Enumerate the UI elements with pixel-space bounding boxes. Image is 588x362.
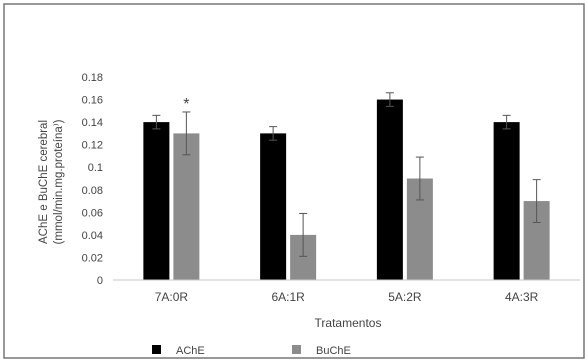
legend-label-buche: BuChE — [316, 345, 351, 357]
y-tick-label: 0.16 — [82, 95, 103, 107]
error-bar-buche-3 — [532, 179, 541, 223]
y-tick-label: 0.12 — [82, 140, 103, 152]
error-bar-ache-2 — [385, 92, 394, 107]
y-axis-ticks: 0 0.02 0.04 0.06 0.08 0.1 0.12 0.14 0.16 0.18 — [82, 72, 103, 287]
bar-ache-1 — [260, 133, 287, 280]
x-tick-label: 6A:1R — [271, 290, 305, 304]
x-tick-label: 4A:3R — [505, 290, 539, 304]
legend-swatch-ache — [152, 345, 161, 354]
x-axis-ticks: 7A:0R 6A:1R 5A:2R 4A:3R — [155, 290, 539, 304]
bar-series — [143, 99, 550, 280]
y-tick-label: 0.18 — [82, 72, 103, 84]
legend-label-ache: AChE — [176, 345, 205, 357]
y-tick-label: 0.08 — [82, 185, 103, 197]
y-axis-title: AChE e BuChE cerebral (mmol/min.mg.prote… — [38, 119, 65, 244]
bar-ache-2 — [376, 99, 403, 280]
error-bar-buche-2 — [415, 156, 424, 201]
error-bar-buche-1 — [299, 212, 308, 257]
y-axis-title-line-2: (mmol/min.mg.proteína⁾) — [53, 119, 65, 244]
x-tick-label: 7A:0R — [155, 290, 189, 304]
bar-buche-0 — [173, 133, 200, 280]
y-tick-label: 0 — [97, 275, 103, 287]
x-tick-label: 5A:2R — [388, 290, 422, 304]
bar-ache-0 — [143, 122, 170, 280]
error-bar-ache-0 — [152, 114, 161, 130]
chart-border — [3, 3, 585, 359]
legend-swatch-buche — [292, 345, 301, 354]
error-bar-ache-1 — [269, 126, 278, 141]
y-tick-label: 0.1 — [88, 162, 103, 174]
y-tick-label: 0.06 — [82, 207, 103, 219]
error-bar-buche-0 — [182, 111, 191, 156]
x-axis-title: Tratamentos — [315, 316, 382, 330]
y-tick-label: 0.02 — [82, 252, 103, 264]
y-axis-title-line-1: AChE e BuChE cerebral — [38, 120, 50, 244]
legend: AChE BuChE — [152, 345, 351, 357]
bar-ache-3 — [493, 122, 520, 280]
error-bar-ache-3 — [502, 114, 511, 130]
annotations: * — [183, 96, 189, 113]
y-tick-label: 0.14 — [82, 117, 103, 129]
y-tick-label: 0.04 — [82, 230, 103, 242]
error-bars — [152, 92, 541, 257]
significance-marker: * — [183, 96, 189, 113]
